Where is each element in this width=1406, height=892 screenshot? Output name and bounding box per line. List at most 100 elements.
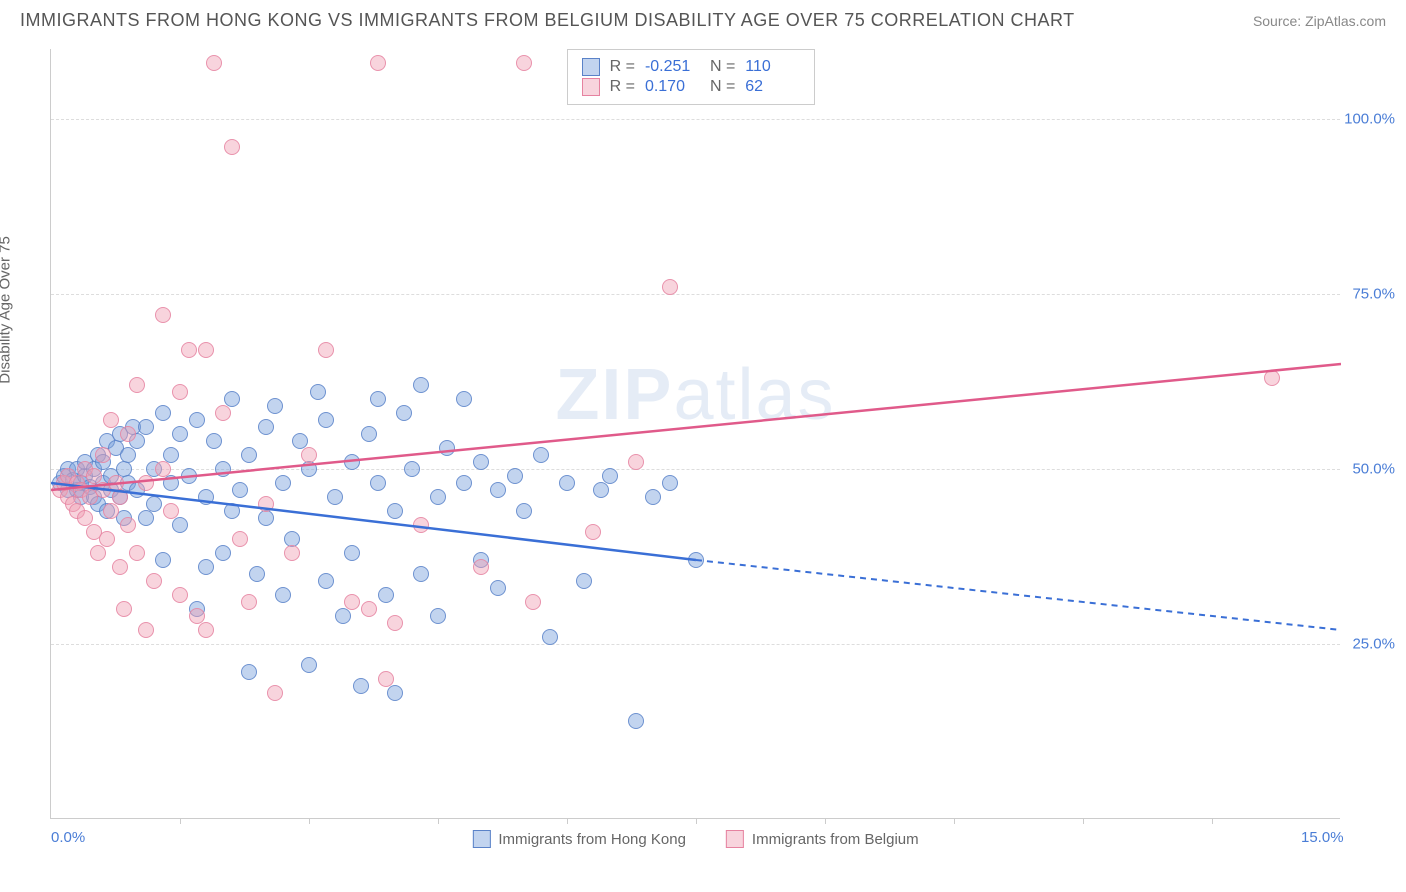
x-tick-mark	[180, 818, 181, 824]
y-tick-label: 75.0%	[1352, 286, 1395, 303]
data-point	[95, 447, 111, 463]
data-point	[155, 552, 171, 568]
data-point	[301, 447, 317, 463]
data-point	[602, 468, 618, 484]
y-axis-label: Disability Age Over 75	[0, 236, 14, 384]
data-point	[473, 454, 489, 470]
data-point	[335, 608, 351, 624]
data-point	[576, 573, 592, 589]
data-point	[103, 503, 119, 519]
data-point	[439, 440, 455, 456]
data-point	[138, 510, 154, 526]
data-point	[232, 482, 248, 498]
data-point	[120, 517, 136, 533]
data-point	[430, 489, 446, 505]
data-point	[267, 398, 283, 414]
data-point	[163, 475, 179, 491]
data-point	[413, 517, 429, 533]
data-point	[241, 664, 257, 680]
grid-line	[51, 294, 1340, 295]
n-label: N =	[710, 78, 735, 96]
data-point	[112, 489, 128, 505]
data-point	[172, 517, 188, 533]
data-point	[387, 615, 403, 631]
data-point	[120, 426, 136, 442]
data-point	[258, 510, 274, 526]
data-point	[181, 468, 197, 484]
data-point	[507, 468, 523, 484]
series-swatch	[582, 78, 600, 96]
data-point	[301, 657, 317, 673]
data-point	[542, 629, 558, 645]
data-point	[353, 678, 369, 694]
n-value: 110	[745, 58, 800, 76]
data-point	[155, 405, 171, 421]
data-point	[456, 391, 472, 407]
x-tick-mark	[438, 818, 439, 824]
data-point	[241, 447, 257, 463]
data-point	[206, 55, 222, 71]
data-point	[267, 685, 283, 701]
data-point	[662, 475, 678, 491]
data-point	[370, 391, 386, 407]
legend-swatch	[726, 830, 744, 848]
legend-label: Immigrants from Hong Kong	[498, 831, 686, 848]
data-point	[163, 503, 179, 519]
x-tick-mark	[1212, 818, 1213, 824]
data-point	[396, 405, 412, 421]
data-point	[516, 55, 532, 71]
data-point	[378, 587, 394, 603]
data-point	[258, 419, 274, 435]
trend-lines	[51, 49, 1341, 819]
x-tick-mark	[1083, 818, 1084, 824]
data-point	[215, 405, 231, 421]
data-point	[344, 594, 360, 610]
data-point	[206, 433, 222, 449]
data-point	[593, 482, 609, 498]
n-value: 62	[745, 78, 800, 96]
data-point	[138, 622, 154, 638]
x-tick-mark	[567, 818, 568, 824]
stats-row: R =0.170N =62	[582, 78, 801, 96]
y-tick-label: 50.0%	[1352, 461, 1395, 478]
data-point	[112, 559, 128, 575]
data-point	[585, 524, 601, 540]
data-point	[456, 475, 472, 491]
data-point	[116, 601, 132, 617]
plot-area: ZIPatlas 25.0%50.0%75.0%100.0%0.0%15.0%R…	[50, 49, 1340, 819]
chart-title: IMMIGRANTS FROM HONG KONG VS IMMIGRANTS …	[20, 10, 1075, 31]
n-label: N =	[710, 58, 735, 76]
data-point	[103, 412, 119, 428]
data-point	[198, 489, 214, 505]
data-point	[155, 461, 171, 477]
data-point	[189, 412, 205, 428]
x-tick-mark	[954, 818, 955, 824]
legend-swatch	[472, 830, 490, 848]
x-tick-mark	[309, 818, 310, 824]
y-tick-label: 25.0%	[1352, 636, 1395, 653]
data-point	[430, 608, 446, 624]
data-point	[413, 566, 429, 582]
data-point	[258, 496, 274, 512]
data-point	[559, 475, 575, 491]
data-point	[129, 545, 145, 561]
data-point	[90, 545, 106, 561]
data-point	[628, 713, 644, 729]
data-point	[490, 482, 506, 498]
grid-line	[51, 469, 1340, 470]
data-point	[215, 461, 231, 477]
data-point	[516, 503, 532, 519]
stats-row: R =-0.251N =110	[582, 58, 801, 76]
data-point	[404, 461, 420, 477]
data-point	[249, 566, 265, 582]
data-point	[198, 559, 214, 575]
data-point	[361, 601, 377, 617]
data-point	[370, 475, 386, 491]
x-tick-label: 15.0%	[1301, 829, 1344, 846]
x-tick-mark	[696, 818, 697, 824]
r-label: R =	[610, 58, 635, 76]
r-value: 0.170	[645, 78, 700, 96]
legend-item: Immigrants from Belgium	[726, 830, 919, 848]
data-point	[181, 342, 197, 358]
data-point	[413, 377, 429, 393]
